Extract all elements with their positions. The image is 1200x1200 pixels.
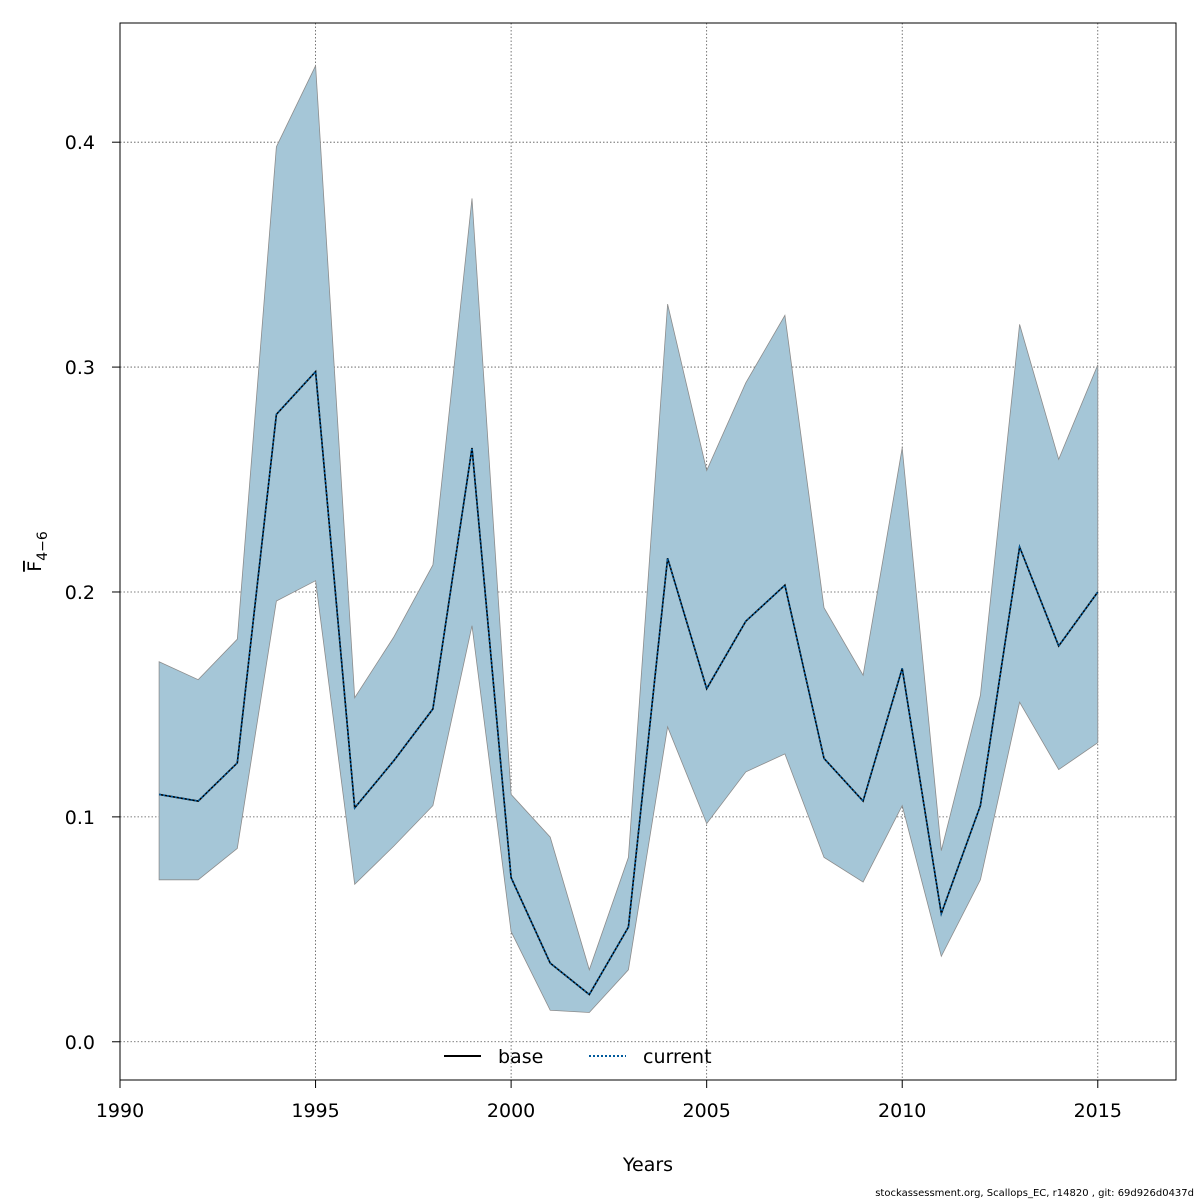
series-line-current xyxy=(158,369,1099,996)
footer-credit: stockassessment.org, Scallops_EC, r14820… xyxy=(875,1188,1194,1199)
x-axis-title: Years xyxy=(622,1154,673,1176)
x-tick-label: 1990 xyxy=(96,1100,144,1122)
y-tick-label: 0.4 xyxy=(65,132,95,154)
legend-label-current: current xyxy=(643,1046,712,1068)
confidence-band-area xyxy=(158,64,1099,1013)
y-tick-label: 0.3 xyxy=(65,357,95,379)
y-axis-title-main: F xyxy=(24,561,46,572)
y-axis-title: F4−6 xyxy=(24,531,51,572)
x-tick-label: 2005 xyxy=(682,1100,730,1122)
x-tick-label: 2000 xyxy=(487,1100,535,1122)
series-lines xyxy=(158,369,1099,996)
svg-text:F4−6: F4−6 xyxy=(24,531,51,572)
axes: 1990 1995 2000 2005 2010 2015 0.0 0.1 0.2 0.3 0.4 xyxy=(65,132,1122,1122)
y-axis-title-subscript: 4−6 xyxy=(35,531,51,561)
legend-label-base: base xyxy=(498,1046,543,1068)
legend: base current xyxy=(444,1046,712,1068)
x-tick-label: 1995 xyxy=(291,1100,339,1122)
y-tick-label: 0.2 xyxy=(65,582,95,604)
x-tick-label: 2010 xyxy=(878,1100,926,1122)
x-tick-label: 2015 xyxy=(1074,1100,1122,1122)
y-tick-label: 0.1 xyxy=(65,807,95,829)
confidence-band xyxy=(158,64,1099,1013)
y-tick-label: 0.0 xyxy=(65,1032,95,1054)
